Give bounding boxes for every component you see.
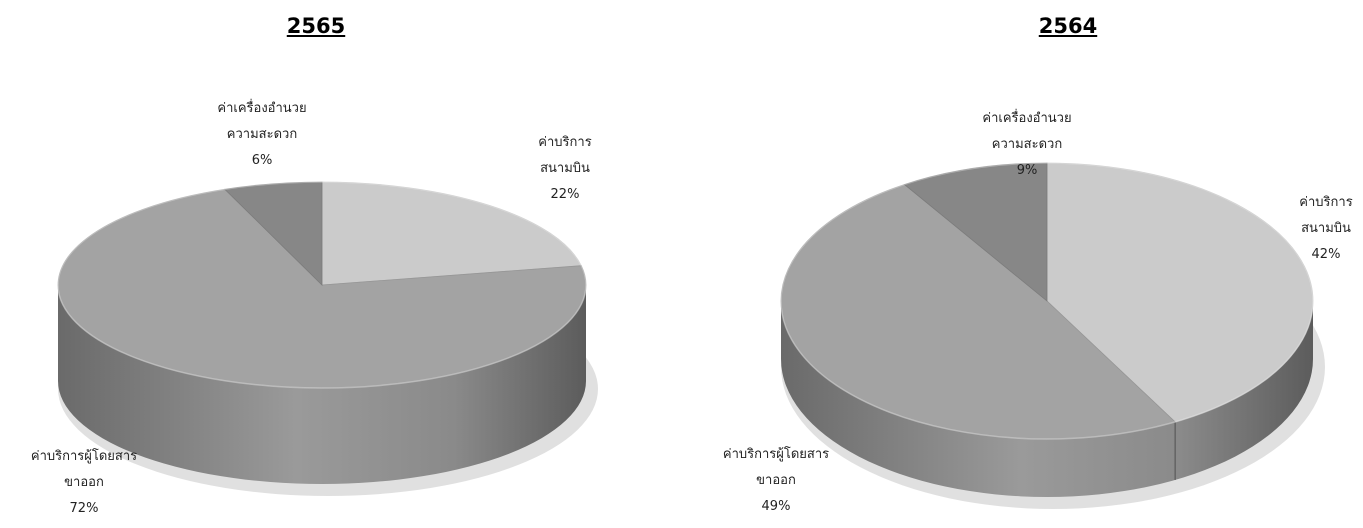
pie-slice-facility [223,181,323,286]
slice-label-facility: ค่าเครื่องอำนวย ความสะดวก 9% [982,106,1071,184]
slice-label-line: ค่าบริการ [538,135,592,150]
slice-label-line: ขาออก [756,473,796,488]
slice-value-label: 42% [1311,247,1341,262]
pie-side-wall [58,285,586,484]
slice-label-line: ความสะดวก [991,137,1063,152]
slice-value-label: 6% [251,153,273,168]
slice-label-line: ค่าเครื่องอำนวย [982,111,1072,126]
pie-slice-facility [903,162,1048,302]
slice-label-airport: ค่าบริการ สนามบิน 42% [1299,190,1352,268]
slice-value-label: 72% [69,501,99,516]
slice-label-line: ค่าบริการ [1299,195,1353,210]
pie-svg [57,181,598,496]
slice-label-line: ค่าบริการผู้โดยสาร [722,447,830,462]
slice-label-line: ขาออก [64,475,104,490]
slice-value-label: 49% [761,499,791,514]
slice-label-passenger: ค่าบริการผู้โดยสาร ขาออก 72% [31,444,137,522]
pie-slice-passenger [780,184,1176,440]
chart-title: 2565 [286,14,346,38]
slice-label-line: สนามบิน [540,161,590,176]
slice-label-line: ความสะดวก [226,127,298,142]
pie-slice-airport [1046,162,1314,423]
pie-svg [780,162,1325,509]
chart-title: 2564 [1038,14,1098,38]
pie-chart-2564: 2564 ค่าบริการ สนามบิน 42% ค่าบริการผู้โ… [700,0,1363,528]
slice-label-line: สนามบิน [1301,221,1351,236]
slice-label-line: ค่าบริการผู้โดยสาร [30,449,138,464]
slice-label-line: ค่าเครื่องอำนวย [217,101,307,116]
pie-slice-airport [321,181,582,286]
slice-label-airport: ค่าบริการ สนามบิน 22% [538,130,591,208]
slice-value-label: 22% [550,187,580,202]
slice-label-facility: ค่าเครื่องอำนวย ความสะดวก 6% [217,96,306,174]
pie-chart-2565: 2565 ค่าบริการ สนามบิน 22% ค่าบริการผู้โ… [0,0,650,528]
pie-rim [57,181,587,389]
pie-slice-passenger [57,188,587,389]
slice-value-label: 9% [1016,163,1038,178]
pie-rim [780,162,1314,440]
slice-label-passenger: ค่าบริการผู้โดยสาร ขาออก 49% [723,442,829,520]
pie-side-wall [781,301,1313,497]
